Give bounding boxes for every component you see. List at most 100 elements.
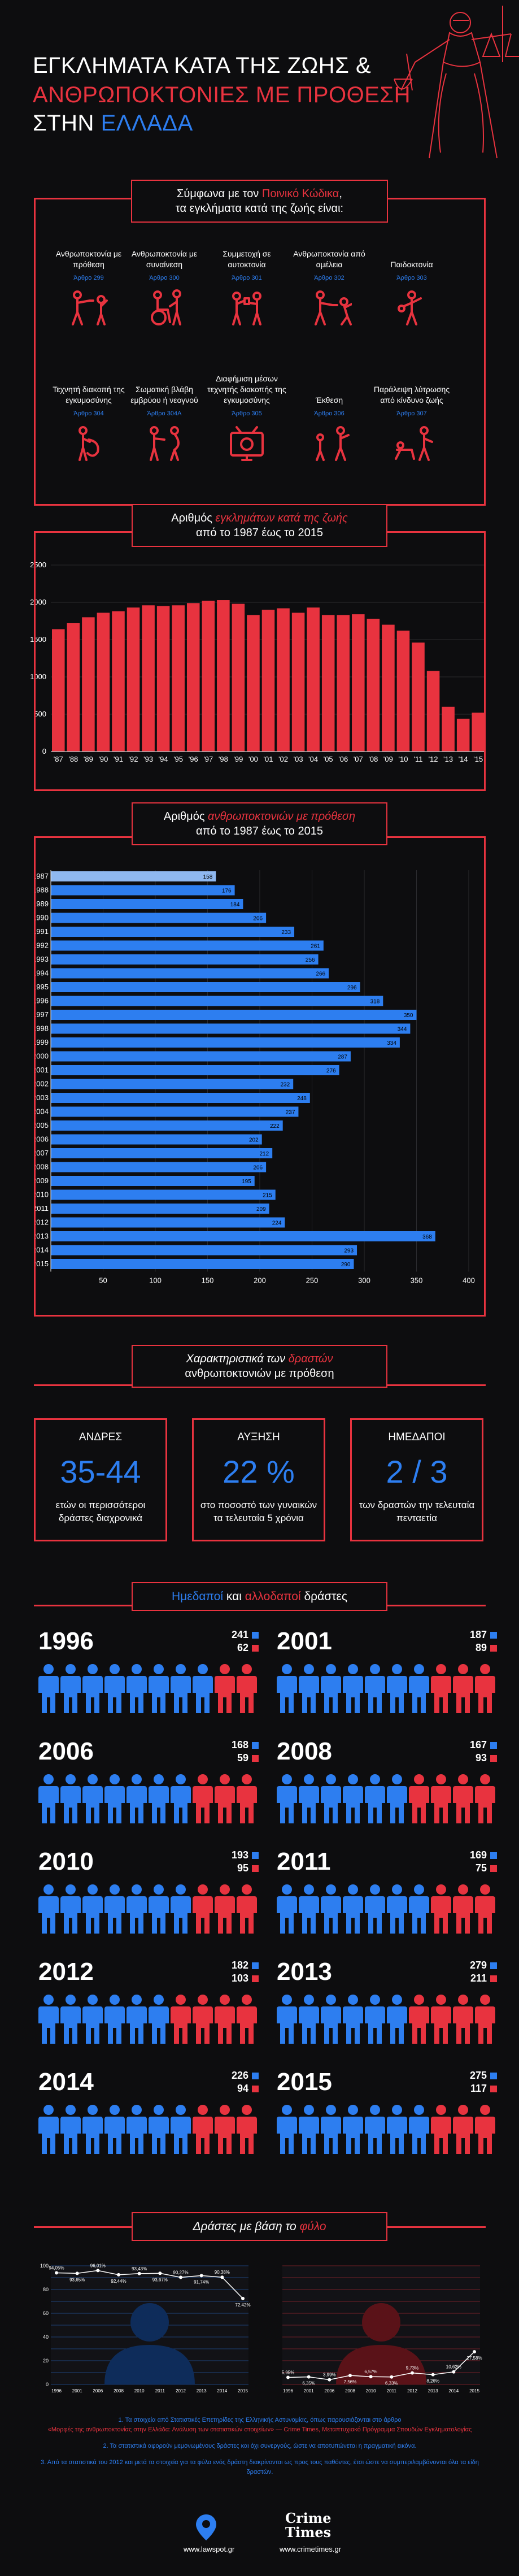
- native-count: 241: [231, 1629, 248, 1640]
- crime-item: Διαφήμιση μέσων τεχνητής διακοπής της εγ…: [204, 373, 289, 465]
- person-icon: [60, 1995, 81, 2044]
- bar-value-label: 206: [253, 1165, 263, 1171]
- y-tick-label: 2011: [34, 1204, 49, 1213]
- person-icon: [453, 1995, 473, 2044]
- series-line: [287, 2351, 475, 2380]
- gender-title-a: Δράστες με βάση το: [193, 2220, 296, 2233]
- person-icon: [475, 1664, 495, 1713]
- bar: [426, 671, 440, 751]
- person-icon: [237, 1884, 257, 1934]
- perp-title: Χαρακτηριστικά των δραστών ανθρωποκτονιώ…: [132, 1345, 387, 1388]
- person-icon: [321, 1995, 341, 2044]
- bar: [82, 617, 95, 751]
- y-tick-label: 2006: [34, 1135, 49, 1144]
- person-icon: [387, 1774, 407, 1823]
- penal-title-hl: Ποινικό Κώδικα: [261, 188, 339, 200]
- year-block: 2008 167 93: [277, 1737, 497, 1828]
- x-tick-label: 200: [254, 1276, 266, 1285]
- bar: [51, 1120, 283, 1131]
- data-label: 93,43%: [132, 2266, 147, 2271]
- bar: [51, 913, 267, 923]
- bar: [51, 1231, 435, 1241]
- homicide-bar-chart: 50 100 150 200 250 300 350 400 158 1987 176 1988 184…: [34, 870, 475, 1285]
- bar-value-label: 344: [398, 1027, 407, 1033]
- x-tick-label: 350: [411, 1276, 423, 1285]
- crime-article: Άρθρο 304Α: [147, 410, 182, 417]
- person-icon: [237, 1664, 257, 1713]
- perp-title-a: Χαρακτηριστικά των: [186, 1353, 286, 1365]
- person-icon: [82, 1884, 103, 1934]
- data-label: 93,67%: [152, 2277, 168, 2282]
- native-count: 226: [231, 2070, 248, 2081]
- x-tick-label: '91: [114, 755, 123, 763]
- data-point: [117, 2273, 120, 2277]
- bar-value-label: 296: [347, 985, 357, 991]
- bar: [321, 615, 335, 751]
- bar: [51, 996, 383, 1006]
- crime-name: Ανθρωποκτονία με πρόθεση: [55, 249, 122, 270]
- year-label: 1996: [38, 1627, 94, 1655]
- crime-name: Ανθρωποκτονία από αμέλεια: [293, 249, 365, 270]
- native-count: 279: [469, 1960, 487, 1971]
- bar: [51, 1079, 294, 1089]
- bar: [352, 614, 365, 751]
- person-icon: [215, 1664, 235, 1713]
- bar-value-label: 184: [230, 902, 240, 908]
- person-icon: [60, 2105, 81, 2154]
- people-row: [38, 2105, 257, 2154]
- bar: [51, 1106, 299, 1117]
- bar: [51, 1245, 357, 1256]
- bar: [456, 718, 470, 751]
- native-legend-square: [490, 1742, 497, 1749]
- x-tick-label: 100: [149, 1276, 162, 1285]
- x-tick-label: 300: [358, 1276, 370, 1285]
- native-legend-square: [252, 1632, 259, 1639]
- native-count: 275: [469, 2070, 487, 2081]
- person-icon: [38, 1774, 59, 1823]
- stat-box-natives: ΗΜΕΔΑΠΟΙ 2 / 3 των δραστών την τελευταία…: [350, 1418, 483, 1541]
- data-point: [411, 2371, 414, 2375]
- data-label: 72,42%: [235, 2303, 250, 2308]
- data-label: 90,27%: [173, 2270, 188, 2275]
- bar: [51, 1148, 273, 1158]
- foreign-legend-square: [490, 1644, 497, 1652]
- person-icon: [104, 1664, 125, 1713]
- chart1-title-b: από το 1987 έως το 2015: [196, 527, 323, 539]
- counts: 275 117: [470, 2069, 497, 2095]
- person-icon: [277, 1664, 297, 1713]
- footer-logos: www.lawspot.gr Crime Times www.crimetime…: [0, 2509, 519, 2571]
- bar: [382, 624, 395, 751]
- y-tick-label: 2012: [34, 1218, 49, 1227]
- hunter-accident-icon: [315, 290, 353, 325]
- crime-item: Ανθρωποκτονία από αμέλεια Άρθρο 302: [287, 237, 372, 329]
- bar: [51, 1134, 262, 1145]
- native-legend-square: [490, 1632, 497, 1639]
- bar: [52, 629, 65, 751]
- body-silhouette-icon: [104, 2345, 195, 2384]
- person-icon: [127, 1884, 147, 1934]
- person-icon: [431, 1884, 451, 1934]
- person-icon: [127, 1995, 147, 2044]
- data-point: [369, 2375, 373, 2379]
- crime-article: Άρθρο 301: [232, 275, 262, 281]
- data-label: 96,01%: [90, 2263, 106, 2268]
- x-tick-label: '88: [68, 755, 78, 763]
- female-line-chart: 5,95% 1996 6,35% 2001 3,99% 2006 7,56% 2008 6,57…: [282, 2265, 482, 2393]
- person-icon: [299, 2105, 319, 2154]
- lawspot-url[interactable]: www.lawspot.gr: [184, 2545, 235, 2553]
- nat-title-native: Ημεδαποί: [172, 1590, 223, 1603]
- foreign-count: 95: [237, 1862, 248, 1874]
- foreign-count: 103: [231, 1972, 248, 1984]
- chart2-frame: [34, 836, 486, 1317]
- counts: 168 59: [232, 1739, 259, 1764]
- x-tick-label: '14: [459, 755, 468, 763]
- y-tick-label: 1995: [34, 983, 49, 991]
- wheelchair-assist-icon: [151, 289, 181, 325]
- chart1-frame: [34, 531, 486, 791]
- stat-value: 35-44: [60, 1454, 141, 1489]
- crime-article: Άρθρο 303: [396, 275, 427, 281]
- crimetimes-url[interactable]: www.crimetimes.gr: [280, 2545, 342, 2553]
- people-row: [277, 1884, 495, 1934]
- data-point: [452, 2370, 456, 2374]
- perp-title-b: ανθρωποκτονιών με πρόθεση: [185, 1367, 334, 1380]
